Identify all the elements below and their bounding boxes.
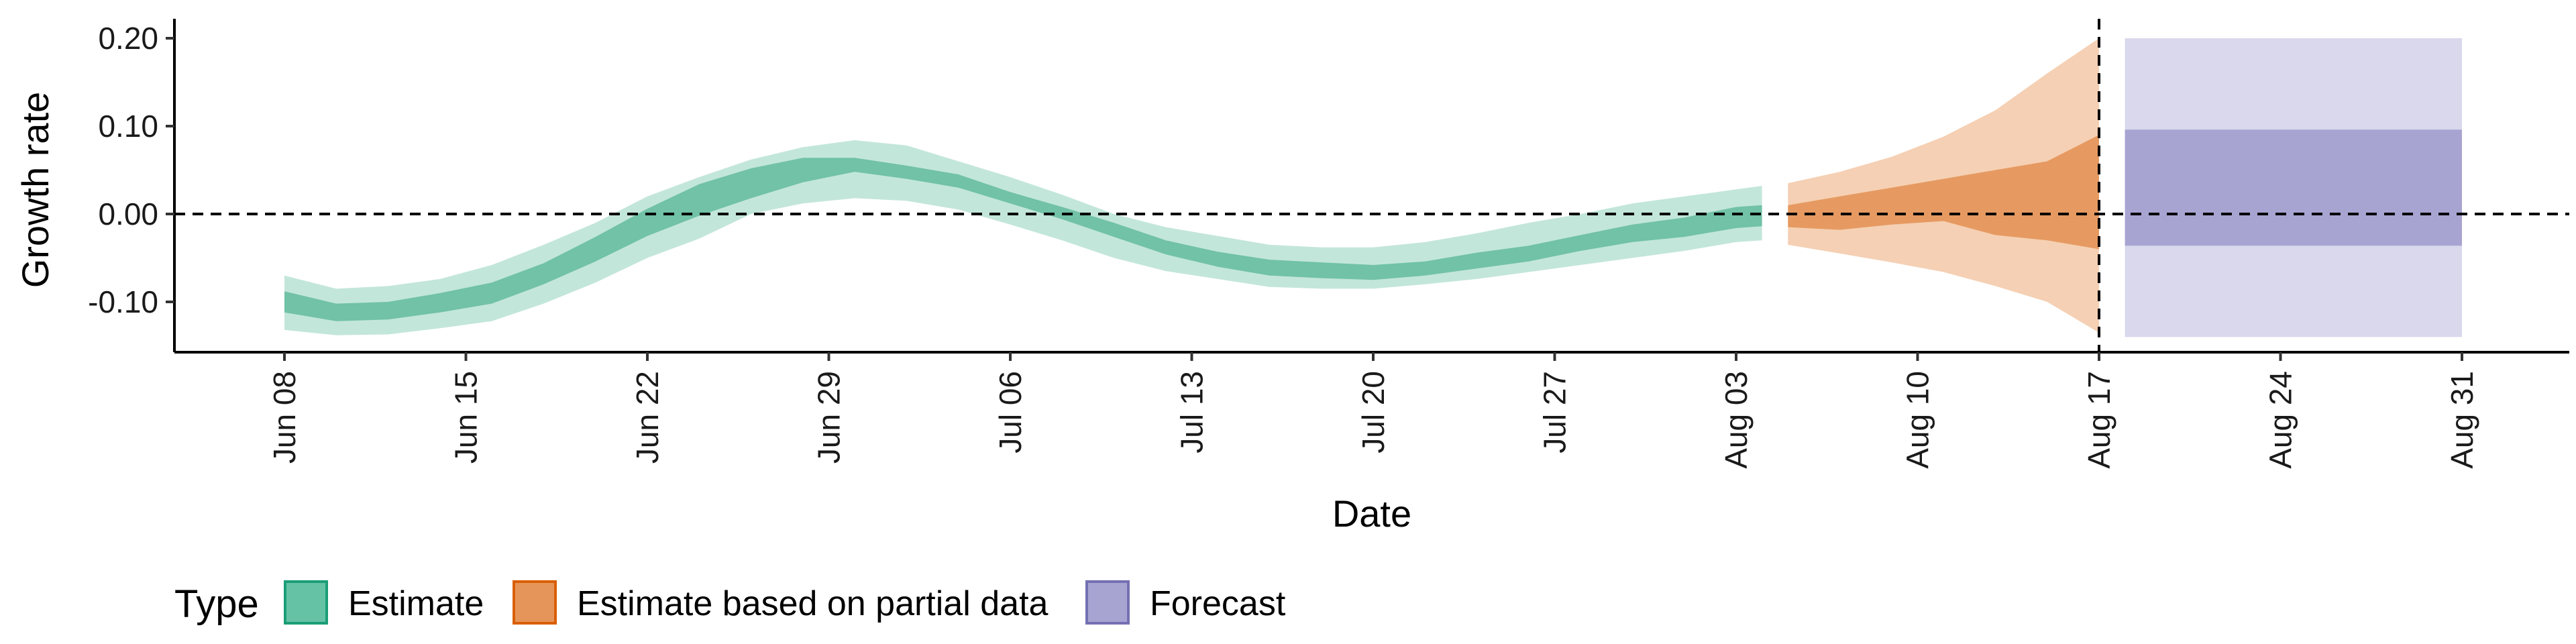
legend-key-estimate-based-on-partial-data xyxy=(513,580,557,625)
estimate-90-band xyxy=(284,140,1762,335)
legend: Type Estimate Estimate based on partial d… xyxy=(174,580,1286,626)
y-tick-label: 0.20 xyxy=(98,21,158,56)
x-tick-label: Aug 03 xyxy=(1719,371,1754,469)
x-tick-label: Jun 08 xyxy=(267,371,302,464)
reference-lines xyxy=(174,19,2569,352)
y-axis-title: Growth rate xyxy=(14,92,56,288)
x-axis-title: Date xyxy=(1332,492,1411,535)
y-axis-ticks: -0.10 0.00 0.10 0.20 xyxy=(88,21,174,319)
legend-label-estimate-based-on-partial-data: Estimate based on partial data xyxy=(577,584,1049,623)
x-tick-label: Aug 31 xyxy=(2445,371,2479,469)
y-tick-label: -0.10 xyxy=(88,284,158,319)
estimate-50-band xyxy=(284,158,1762,321)
x-tick-label: Jun 29 xyxy=(812,371,847,464)
estimate-based-on-partial-data-50-band xyxy=(1788,135,2099,250)
legend-label-forecast: Forecast xyxy=(1150,584,1286,623)
x-tick-label: Aug 17 xyxy=(2082,371,2116,469)
x-tick-label: Jul 20 xyxy=(1356,371,1391,453)
y-tick-label: 0.00 xyxy=(98,197,158,231)
legend-key-estimate xyxy=(284,580,328,625)
x-tick-label: Aug 10 xyxy=(1900,371,1935,469)
forecast-50-band xyxy=(2125,129,2462,246)
x-tick-label: Jul 27 xyxy=(1538,371,1572,453)
x-axis-ticks: Jun 08 Jun 15 Jun 22 Jun 29 Jul 06 Jul 13 Jul … xyxy=(267,352,2479,469)
x-tick-label: Jun 22 xyxy=(630,371,665,464)
legend-label-estimate: Estimate xyxy=(348,584,484,623)
x-tick-label: Aug 24 xyxy=(2263,371,2298,469)
x-tick-label: Jun 15 xyxy=(449,371,484,464)
y-tick-label: 0.10 xyxy=(98,109,158,144)
legend-title: Type xyxy=(174,582,259,626)
uncertainty-bands xyxy=(284,38,2462,337)
x-tick-label: Jul 13 xyxy=(1175,371,1210,453)
x-tick-label: Jul 06 xyxy=(993,371,1028,453)
legend-key-forecast xyxy=(1085,580,1130,625)
